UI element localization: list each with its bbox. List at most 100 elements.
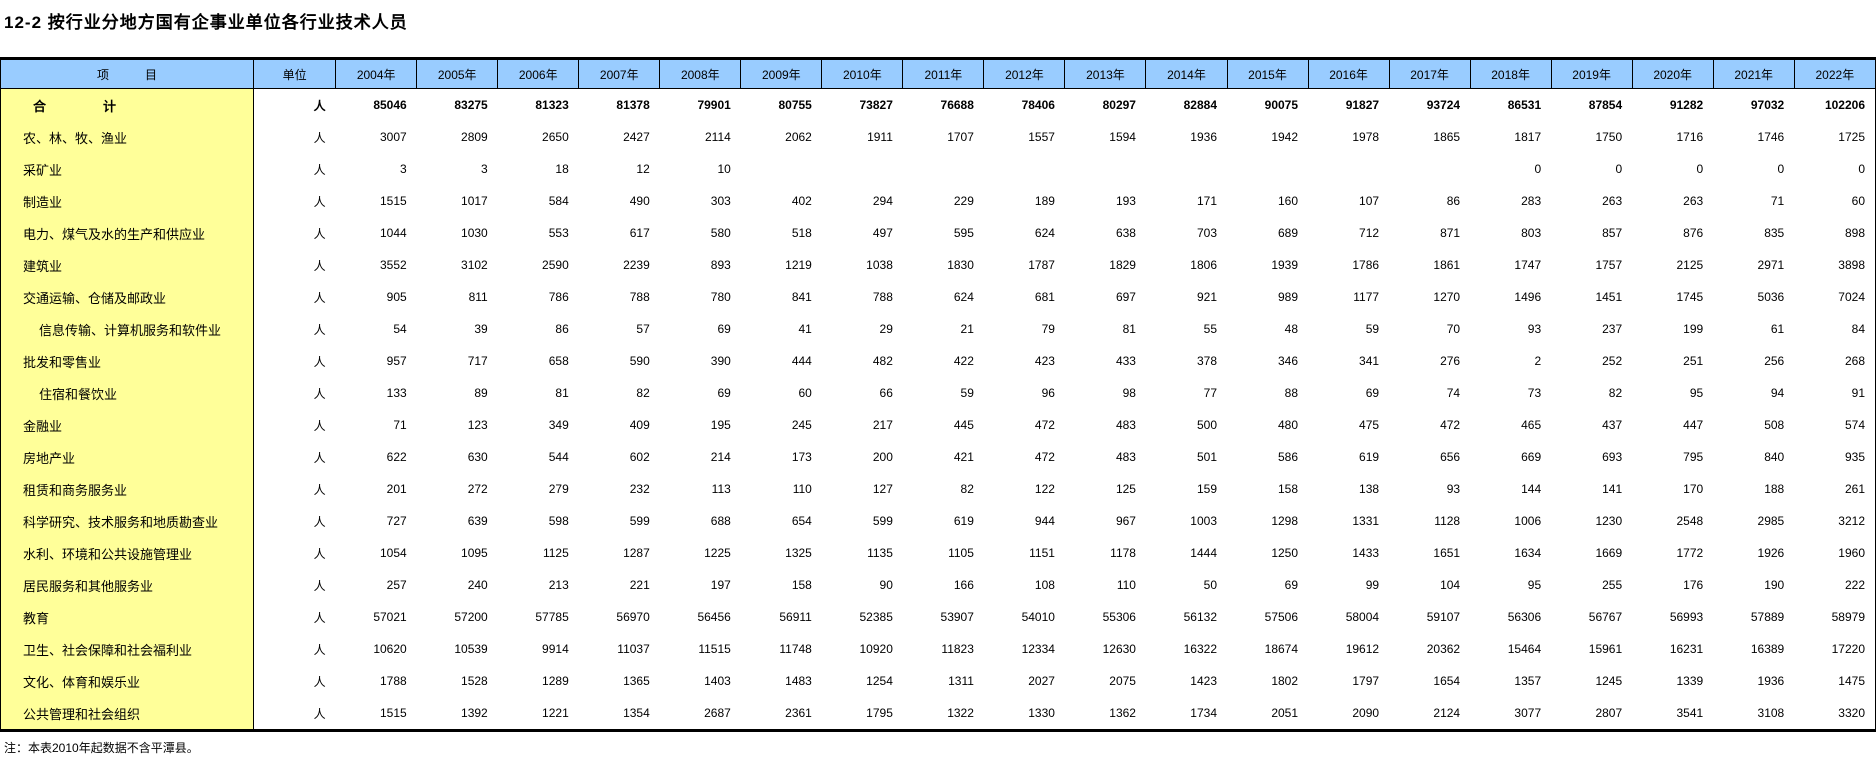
value-cell: 437 — [1602, 418, 1623, 432]
value-cell: 1331 — [1352, 514, 1380, 528]
table-row: 农、林、牧、渔业 人 3007 2809 2650 2427 2114 2062 1911 170… — [0, 121, 1876, 153]
value-cell: 91 — [1851, 386, 1865, 400]
value-cell: 96 — [1041, 386, 1055, 400]
value-cell: 199 — [1683, 322, 1704, 336]
value-cell: 2650 — [542, 130, 569, 144]
year-header-2004: 2004年 — [335, 58, 418, 89]
value-cell: 483 — [1115, 418, 1136, 432]
value-cell: 213 — [548, 578, 569, 592]
value-cell: 54010 — [1021, 610, 1055, 624]
value-cell: 91827 — [1345, 98, 1380, 112]
value-cell: 898 — [1844, 226, 1865, 240]
value-cell: 54 — [393, 322, 407, 336]
value-cell: 788 — [629, 290, 650, 304]
value-cell: 82 — [1608, 386, 1623, 400]
value-cell: 57 — [636, 322, 650, 336]
value-cell: 1322 — [947, 706, 974, 720]
value-cell: 871 — [1440, 226, 1461, 240]
row-label: 住宿和餐饮业 — [0, 377, 255, 409]
value-cell: 717 — [467, 354, 488, 368]
value-cell — [1065, 153, 1146, 185]
year-header-2016: 2016年 — [1307, 58, 1390, 89]
value-cell: 60 — [798, 386, 812, 400]
value-cell: 390 — [710, 354, 731, 368]
year-header-2011: 2011年 — [902, 58, 985, 89]
value-cell: 445 — [953, 418, 974, 432]
unit-cell: 人 — [313, 418, 326, 433]
value-cell: 1298 — [1271, 514, 1299, 528]
value-cell: 133 — [386, 386, 407, 400]
value-cell: 786 — [548, 290, 569, 304]
value-cell: 1095 — [461, 546, 488, 560]
value-cell: 229 — [953, 194, 974, 208]
value-cell: 3212 — [1838, 514, 1865, 528]
value-cell: 689 — [1278, 226, 1299, 240]
unit-column-header: 单位 — [253, 58, 337, 89]
value-cell: 656 — [1440, 450, 1461, 464]
value-cell: 1528 — [461, 674, 488, 688]
value-cell: 472 — [1034, 450, 1055, 464]
value-cell: 141 — [1602, 482, 1623, 496]
year-header-2009: 2009年 — [740, 58, 823, 89]
value-cell: 82 — [960, 482, 974, 496]
value-cell: 11748 — [779, 642, 812, 656]
year-header-2018: 2018年 — [1469, 58, 1552, 89]
value-cell: 2 — [1534, 354, 1542, 368]
value-cell: 89 — [474, 386, 488, 400]
value-cell: 11515 — [698, 642, 731, 656]
value-cell: 3552 — [379, 258, 407, 272]
value-cell: 1654 — [1433, 674, 1461, 688]
table-row: 文化、体育和娱乐业 人 1788 1528 1289 1365 1403 1483 1254 13… — [0, 665, 1876, 697]
value-cell: 2809 — [461, 130, 488, 144]
row-label: 房地产业 — [0, 441, 255, 473]
value-cell: 1483 — [785, 674, 812, 688]
table-row: 批发和零售业 人 957 717 658 590 390 444 482 422 423 433 378… — [0, 345, 1876, 377]
value-cell: 630 — [467, 450, 488, 464]
year-header-2006: 2006年 — [497, 58, 580, 89]
value-cell: 2361 — [785, 706, 812, 720]
value-cell: 176 — [1683, 578, 1704, 592]
value-cell: 378 — [1196, 354, 1217, 368]
row-label: 农、林、牧、渔业 — [0, 121, 255, 153]
value-cell: 1747 — [1514, 258, 1542, 272]
table-row: 制造业 人 1515 1017 584 490 303 402 294 229 189 193 171 1… — [0, 185, 1876, 217]
value-cell: 56767 — [1588, 610, 1623, 624]
year-header-2014: 2014年 — [1145, 58, 1228, 89]
value-cell: 1433 — [1352, 546, 1380, 560]
value-cell: 123 — [467, 418, 488, 432]
value-cell: 423 — [1034, 354, 1055, 368]
value-cell: 2971 — [1757, 258, 1785, 272]
value-cell: 595 — [953, 226, 974, 240]
value-cell: 2062 — [785, 130, 812, 144]
value-cell: 201 — [386, 482, 407, 496]
value-cell: 12 — [636, 162, 650, 176]
value-cell: 60 — [1851, 194, 1865, 208]
value-cell: 158 — [1278, 482, 1299, 496]
value-cell: 590 — [629, 354, 650, 368]
value-cell: 1038 — [866, 258, 893, 272]
year-header-2012: 2012年 — [983, 58, 1066, 89]
value-cell: 279 — [548, 482, 569, 496]
value-cell: 957 — [386, 354, 407, 368]
value-cell: 10620 — [373, 642, 407, 656]
table-row: 交通运输、仓储及邮政业 人 905 811 786 788 780 841 788 624 681 6… — [0, 281, 1876, 313]
value-cell: 16389 — [1750, 642, 1785, 656]
value-cell: 1806 — [1190, 258, 1217, 272]
value-cell: 2114 — [705, 130, 731, 144]
unit-cell: 人 — [313, 706, 326, 721]
value-cell: 422 — [953, 354, 974, 368]
value-cell: 921 — [1196, 290, 1217, 304]
value-cell: 421 — [953, 450, 974, 464]
value-cell: 82884 — [1183, 98, 1217, 112]
value-cell: 508 — [1764, 418, 1785, 432]
value-cell: 1788 — [379, 674, 407, 688]
value-cell: 240 — [467, 578, 488, 592]
unit-cell: 人 — [313, 450, 326, 465]
value-cell: 256 — [1764, 354, 1785, 368]
value-cell: 1125 — [542, 546, 569, 560]
value-cell: 3007 — [379, 130, 407, 144]
value-cell: 1151 — [1029, 546, 1055, 560]
value-cell: 245 — [791, 418, 812, 432]
value-cell — [903, 153, 984, 185]
